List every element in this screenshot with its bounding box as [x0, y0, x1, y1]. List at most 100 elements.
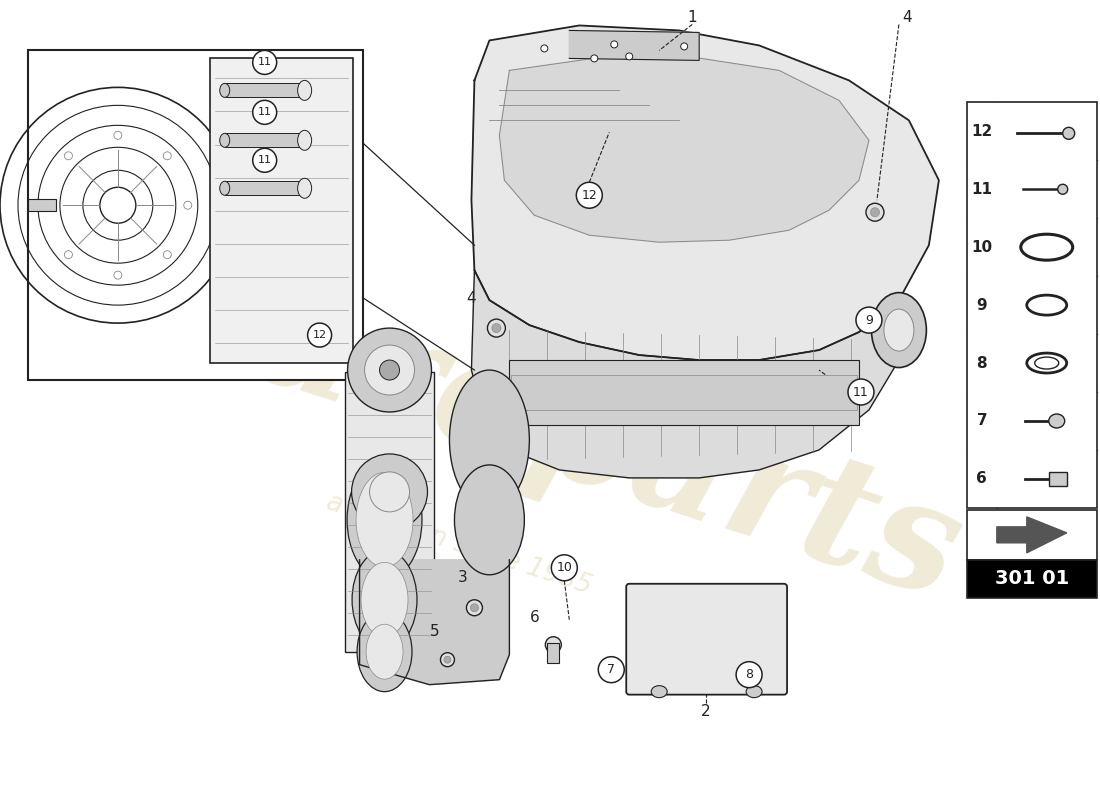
Ellipse shape: [871, 293, 926, 367]
Text: 12: 12: [312, 330, 327, 340]
Bar: [967, 102, 1097, 508]
Circle shape: [576, 182, 603, 208]
Text: 6: 6: [977, 471, 987, 486]
Ellipse shape: [352, 550, 417, 650]
Circle shape: [253, 148, 277, 172]
Circle shape: [681, 43, 688, 50]
Circle shape: [348, 328, 431, 412]
Bar: [967, 560, 1097, 598]
Polygon shape: [499, 50, 869, 242]
Circle shape: [114, 271, 122, 279]
Ellipse shape: [220, 182, 230, 195]
Text: europärts: europärts: [140, 229, 979, 631]
Circle shape: [487, 319, 505, 337]
Ellipse shape: [220, 83, 230, 98]
Text: 6: 6: [529, 610, 539, 626]
Bar: [967, 510, 1097, 560]
Circle shape: [370, 472, 409, 512]
Text: 2: 2: [702, 704, 711, 719]
Circle shape: [44, 202, 52, 210]
Ellipse shape: [1048, 414, 1065, 428]
Circle shape: [626, 53, 632, 60]
Polygon shape: [360, 560, 509, 685]
Text: 3: 3: [458, 570, 468, 586]
Bar: [28, 50, 363, 380]
Ellipse shape: [361, 562, 408, 638]
Circle shape: [253, 100, 277, 124]
Polygon shape: [997, 517, 1067, 553]
Text: 7: 7: [607, 663, 615, 676]
Circle shape: [736, 662, 762, 688]
Text: 11: 11: [257, 155, 272, 166]
Bar: [224, 134, 305, 147]
Circle shape: [444, 656, 451, 663]
FancyBboxPatch shape: [626, 584, 788, 694]
Circle shape: [848, 379, 873, 405]
Polygon shape: [472, 26, 939, 360]
Ellipse shape: [454, 465, 525, 574]
Circle shape: [546, 637, 561, 653]
Circle shape: [379, 360, 399, 380]
Text: 12: 12: [582, 189, 597, 202]
Circle shape: [866, 203, 884, 222]
Ellipse shape: [298, 130, 311, 150]
Circle shape: [352, 454, 428, 530]
Bar: [344, 372, 434, 652]
Text: 8: 8: [745, 668, 754, 681]
Circle shape: [541, 45, 548, 52]
Bar: [224, 182, 305, 195]
Text: 10: 10: [557, 562, 572, 574]
Text: 7: 7: [977, 414, 987, 429]
Bar: [548, 642, 559, 662]
Ellipse shape: [746, 686, 762, 698]
Circle shape: [364, 345, 415, 395]
Circle shape: [114, 131, 122, 139]
Circle shape: [65, 250, 73, 258]
Circle shape: [591, 55, 597, 62]
Text: 11: 11: [854, 386, 869, 398]
Polygon shape: [570, 30, 700, 61]
Circle shape: [163, 250, 172, 258]
Circle shape: [471, 604, 478, 612]
Ellipse shape: [298, 178, 311, 198]
Circle shape: [856, 307, 882, 333]
Circle shape: [870, 208, 879, 217]
Text: 9: 9: [865, 314, 873, 326]
Circle shape: [163, 152, 172, 160]
Bar: [28, 199, 56, 211]
Circle shape: [308, 323, 331, 347]
Bar: [224, 83, 305, 98]
Circle shape: [253, 50, 277, 74]
Ellipse shape: [884, 309, 914, 351]
Ellipse shape: [298, 80, 311, 100]
Circle shape: [1058, 184, 1068, 194]
Text: 301 01: 301 01: [994, 570, 1069, 588]
Text: 11: 11: [971, 182, 992, 197]
Ellipse shape: [348, 460, 422, 580]
Circle shape: [65, 152, 73, 160]
Ellipse shape: [220, 134, 230, 147]
Circle shape: [598, 657, 624, 682]
Text: 4: 4: [902, 10, 912, 25]
Text: 11: 11: [257, 58, 272, 67]
Text: 5: 5: [430, 624, 439, 639]
Text: 12: 12: [971, 124, 992, 139]
Ellipse shape: [366, 624, 403, 679]
Text: 10: 10: [971, 240, 992, 254]
Ellipse shape: [651, 686, 668, 698]
Circle shape: [610, 41, 618, 48]
Circle shape: [184, 202, 191, 210]
Text: 11: 11: [257, 107, 272, 118]
Circle shape: [551, 555, 578, 581]
Text: 9: 9: [977, 298, 987, 313]
Circle shape: [466, 600, 483, 616]
Text: 1: 1: [688, 10, 697, 25]
Circle shape: [1063, 127, 1075, 139]
Text: 4: 4: [466, 290, 476, 306]
Ellipse shape: [358, 612, 412, 692]
Circle shape: [492, 323, 500, 333]
Bar: [210, 58, 353, 363]
Bar: [512, 375, 857, 410]
Polygon shape: [472, 270, 899, 478]
FancyBboxPatch shape: [1048, 472, 1067, 486]
